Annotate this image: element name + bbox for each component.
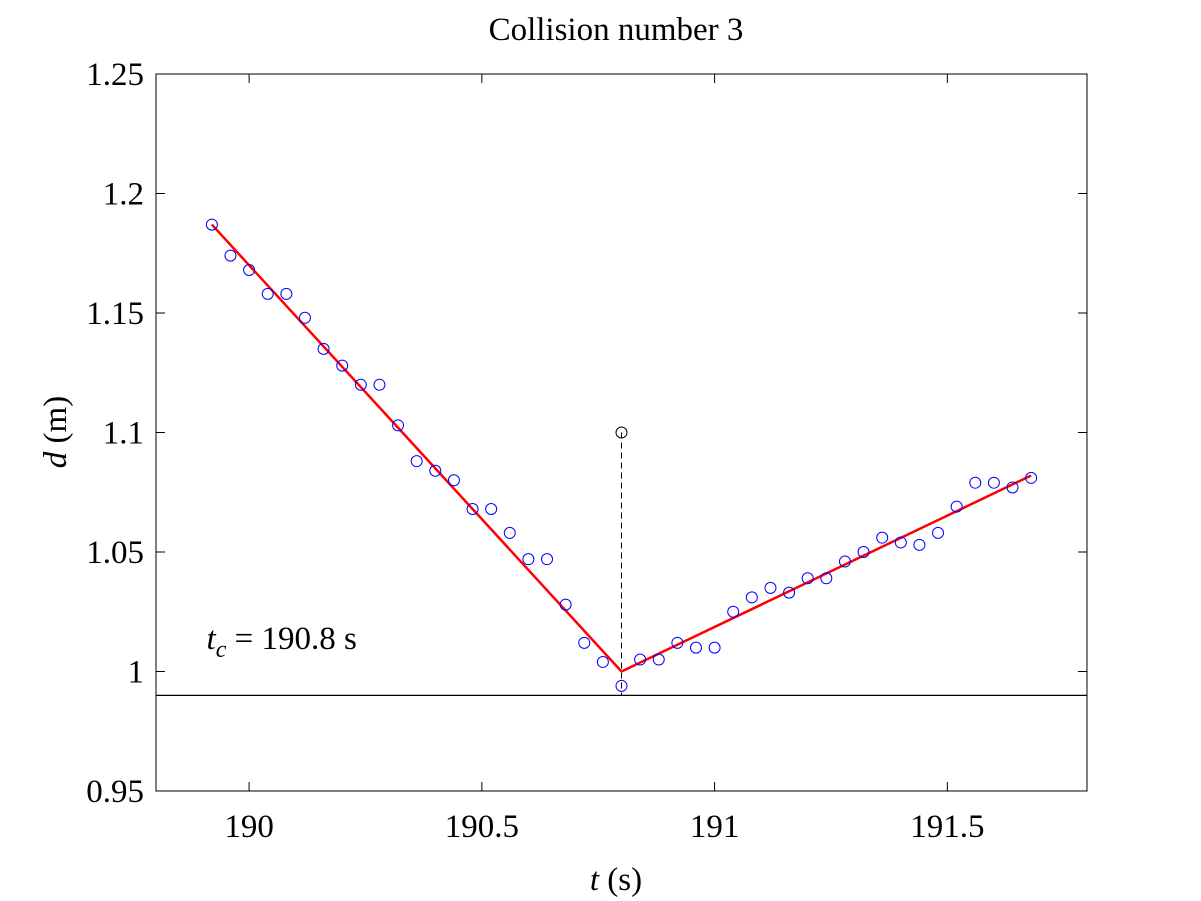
- data-point: [745, 591, 758, 604]
- tick-marks: [156, 73, 1087, 792]
- data-point: [522, 553, 535, 566]
- x-tick-label: 190: [224, 809, 274, 845]
- data-point: [243, 263, 256, 276]
- data-point: [224, 249, 237, 262]
- data-point: [838, 555, 851, 568]
- data-point: [354, 378, 367, 391]
- data-point: [634, 653, 647, 666]
- data-point: [689, 641, 702, 654]
- data-point: [392, 419, 405, 432]
- x-tick-label: 191.5: [910, 809, 984, 845]
- data-point: [541, 553, 554, 566]
- collision-marker-point: [615, 426, 628, 439]
- y-tick-label: 1.1: [103, 416, 144, 452]
- data-point: [1025, 471, 1038, 484]
- data-point: [447, 474, 460, 487]
- fit-line: [210, 223, 623, 673]
- annotation-var: t: [207, 621, 217, 657]
- data-point: [205, 218, 218, 231]
- data-point: [652, 653, 665, 666]
- y-tick-label: 1.2: [103, 177, 144, 213]
- annotation-value: = 190.8 s: [226, 621, 356, 657]
- data-point: [615, 679, 628, 692]
- data-point: [913, 538, 926, 551]
- data-point: [1006, 481, 1019, 494]
- data-point: [485, 502, 498, 515]
- data-point: [317, 342, 330, 355]
- data-point: [708, 641, 721, 654]
- data-point: [950, 500, 963, 513]
- data-point: [280, 287, 293, 300]
- y-tick-label: 1: [128, 655, 145, 691]
- data-point: [410, 455, 423, 468]
- collision-time-annotation: tc = 190.8 s: [207, 621, 357, 663]
- data-point: [596, 655, 609, 668]
- data-point: [261, 287, 274, 300]
- data-point: [559, 598, 572, 611]
- data-point: [932, 526, 945, 539]
- y-tick-label: 1.05: [86, 535, 144, 571]
- reference-lines: [156, 426, 1087, 697]
- data-point: [336, 359, 349, 372]
- data-point: [857, 546, 870, 558]
- data-point: [466, 502, 479, 515]
- data-point: [764, 581, 777, 594]
- y-axis-label: d (m): [38, 396, 74, 468]
- data-point: [373, 378, 386, 391]
- fit-lines: [210, 223, 1032, 673]
- y-axis-label-var: d: [38, 451, 74, 468]
- data-point: [876, 531, 889, 544]
- data-point: [987, 476, 1000, 489]
- annotation-subscript: c: [216, 637, 227, 663]
- y-tick-label: 0.95: [86, 774, 144, 810]
- x-axis-label-var: t: [590, 862, 600, 898]
- data-point: [783, 586, 796, 599]
- data-point: [727, 605, 740, 618]
- tick-labels: 190 190.5 191 191.5 0.95 1 1.05 1.1 1.15 1.2 1.25: [86, 57, 984, 845]
- data-point: [429, 464, 442, 477]
- data-points: [205, 218, 1038, 692]
- data-point: [503, 526, 516, 539]
- data-point: [820, 572, 833, 585]
- chart-title: Collision number 3: [489, 12, 744, 48]
- y-tick-label: 1.25: [86, 57, 144, 93]
- data-point: [801, 572, 814, 585]
- x-axis-label: t (s): [590, 862, 642, 898]
- y-tick-label: 1.15: [86, 296, 144, 332]
- data-point: [894, 536, 907, 549]
- x-tick-label: 191: [690, 809, 740, 845]
- fit-line: [620, 474, 1032, 673]
- y-axis-label-unit: (m): [38, 396, 74, 452]
- data-point: [578, 636, 591, 649]
- data-point: [671, 636, 684, 649]
- data-point: [298, 311, 311, 324]
- x-tick-label: 190.5: [445, 809, 519, 845]
- data-point: [969, 476, 982, 489]
- x-axis-label-unit: (s): [599, 862, 642, 898]
